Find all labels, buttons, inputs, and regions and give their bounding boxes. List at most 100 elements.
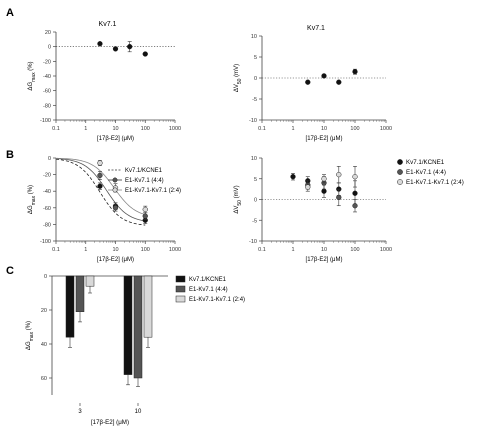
x-tick-label: 10 [321, 247, 327, 253]
data-point [321, 73, 327, 79]
chart-b-left: 0 -20 -40 -60 -80 -1000.1 1 10 100 1000 [17β-E2] (… [28, 156, 181, 263]
legend-marker [397, 179, 403, 185]
data-point [290, 174, 296, 180]
x-axis-label: [17β-E2] (μM) [97, 136, 134, 142]
x-tick-label: 1 [291, 247, 294, 253]
data-point [142, 51, 148, 57]
y-tick-label: -40 [43, 189, 51, 195]
y-tick-label: 40 [41, 342, 47, 348]
legend-label: E1-Kv7.1-Kv7.1 (2:4) [125, 188, 181, 194]
data-point [352, 174, 358, 180]
data-point [97, 160, 103, 166]
y-tick-label: -5 [252, 97, 257, 103]
legend-marker [112, 177, 118, 183]
data-point [321, 176, 327, 182]
y-tick-label: -100 [40, 239, 51, 245]
x-tick-label: 0.1 [258, 247, 266, 253]
y-tick-label: 0 [254, 198, 257, 204]
panel-label-C: C [6, 265, 14, 277]
legend-marker [112, 187, 118, 193]
y-axis-label: ΔV50 (mV) [234, 185, 243, 213]
x-tick-label: 1000 [169, 247, 181, 253]
chart-a-right: Kv7.1 10 5 0 -5 -100.1 1 10 100 1000 [17β-E2] (μM)… [234, 25, 392, 142]
y-axis-label: ΔGmax (%) [26, 321, 35, 350]
bar [75, 275, 85, 312]
data-point [142, 206, 148, 213]
x-tick-label: 1 [84, 126, 87, 132]
x-tick-label: 10 [321, 126, 327, 132]
panel-label-A: A [6, 7, 14, 19]
data-point [336, 171, 342, 178]
data-point [97, 183, 103, 189]
chart-title: Kv7.1 [99, 21, 117, 28]
x-axis-label: [17β-E2] (μM) [97, 257, 134, 263]
x-tick-label: 0.1 [52, 126, 60, 132]
data-point [305, 184, 311, 190]
y-tick-label: 0 [48, 45, 51, 51]
x-axis-label: [17β-E2] (μM) [306, 257, 343, 263]
data-point [112, 46, 119, 52]
x-tick-label: 10 [135, 409, 142, 415]
data-point [336, 79, 342, 85]
y-tick-label: 0 [48, 156, 51, 162]
x-tick-label: 0.1 [258, 126, 266, 132]
y-tick-label: -80 [43, 222, 51, 228]
y-tick-label: 60 [41, 376, 47, 382]
data-point [97, 172, 103, 179]
legend-swatch [175, 285, 186, 293]
data-point [352, 69, 358, 75]
y-tick-label: -80 [43, 103, 51, 109]
x-tick-label: 100 [350, 126, 359, 132]
y-tick-label: -40 [43, 74, 51, 80]
legend-label: Kv7.1/KCNE1 [189, 277, 227, 283]
x-tick-label: 0.1 [52, 247, 60, 253]
y-tick-label: -100 [40, 118, 51, 124]
y-tick-label: -60 [43, 89, 51, 95]
fit-curve [55, 158, 146, 222]
panel-label-B: B [6, 149, 14, 161]
bar [143, 275, 153, 338]
chart-title: Kv7.1 [307, 25, 325, 32]
bar [65, 275, 75, 338]
chart-b-right: 10 5 0 -5 -100.1 1 10 100 1000 [17β-E2] (μM) ΔV50 … [234, 156, 464, 263]
x-tick-label: 100 [350, 247, 359, 253]
data-point [352, 190, 358, 196]
x-tick-label: 10 [112, 126, 118, 132]
y-tick-label: 5 [254, 177, 257, 183]
data-point [127, 44, 133, 50]
x-tick-label: 10 [112, 247, 118, 253]
legend-label: Kv7.1/KCNE1 [406, 159, 445, 166]
x-tick-label: 100 [141, 126, 150, 132]
y-tick-label: -60 [43, 206, 51, 212]
x-tick-label: 1000 [380, 126, 392, 132]
legend-label: E1-Kv7.1-Kv7.1 (2:4) [189, 297, 245, 303]
x-tick-label: 1000 [169, 126, 181, 132]
legend-label: E1-Kv7.1-Kv7.1 (2:4) [406, 179, 464, 186]
data-point [305, 79, 311, 85]
chart-c: 0 20 40 60 ΔGmax (%) 3 10 [17β-E2] (μM) Kv7.1/KC… [26, 274, 245, 426]
data-point [112, 205, 119, 211]
x-axis-label: [17β-E2] (μM) [306, 136, 343, 142]
data-point [97, 41, 103, 47]
data-point [352, 203, 358, 209]
y-tick-label: 20 [41, 308, 47, 314]
y-axis-label: ΔGmax (%) [28, 185, 37, 214]
y-tick-label: 20 [45, 30, 51, 36]
y-axis-label: ΔV50 (mV) [234, 64, 243, 92]
x-tick-label: 3 [78, 409, 82, 415]
y-tick-label: -5 [252, 218, 257, 224]
y-tick-label: -10 [249, 118, 257, 124]
y-tick-label: -20 [43, 173, 51, 179]
legend-swatch [175, 275, 186, 283]
data-point [142, 213, 148, 219]
y-tick-label: 5 [254, 55, 257, 61]
bar [85, 275, 95, 287]
y-axis-label: ΔGmax (%) [28, 61, 37, 90]
chart-a-left: Kv7.1 20 0 -20 -40 -60 -80 -1000.1 1 10 100 1000 [17… [28, 21, 181, 142]
x-tick-label: 1 [291, 126, 294, 132]
y-tick-label: 0 [254, 76, 257, 82]
y-tick-label: -20 [43, 59, 51, 65]
data-point [321, 188, 327, 194]
legend-marker [397, 159, 403, 165]
